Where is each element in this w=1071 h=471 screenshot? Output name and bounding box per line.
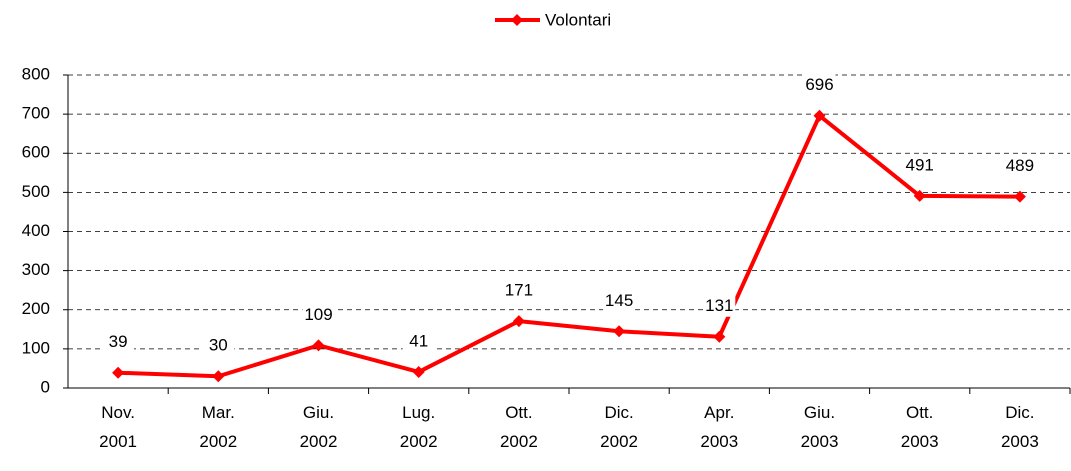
point xyxy=(212,370,225,383)
legend-marker xyxy=(511,14,523,26)
data-label-bg xyxy=(402,329,435,352)
y-tick-label: 400 xyxy=(22,221,50,240)
data-label: 41 xyxy=(409,331,428,350)
data-label-bg xyxy=(102,330,135,353)
point xyxy=(112,366,125,379)
data-label-bg xyxy=(603,289,636,312)
y-tick-label: 700 xyxy=(22,104,50,123)
data-label-bg xyxy=(302,303,335,326)
data-label: 491 xyxy=(906,155,934,174)
data-label: 145 xyxy=(605,291,633,310)
data-label-bg xyxy=(703,294,736,317)
data-label-bg xyxy=(903,153,936,176)
y-tick-label: 0 xyxy=(41,377,50,396)
point xyxy=(1013,190,1026,203)
point xyxy=(412,365,425,378)
y-tick-label: 100 xyxy=(22,338,50,357)
data-label: 39 xyxy=(109,332,128,351)
series-line xyxy=(118,113,1020,379)
legend-label: Volontari xyxy=(545,10,611,29)
data-label: 696 xyxy=(805,75,833,94)
y-tick-label: 600 xyxy=(22,143,50,162)
data-label-bg xyxy=(202,334,235,357)
data-label-bg xyxy=(803,73,836,96)
point xyxy=(312,339,325,352)
data-label-bg xyxy=(502,279,535,302)
x-tick-label: Ott. 2003 xyxy=(900,403,939,451)
y-tick-label: 200 xyxy=(22,299,50,318)
point xyxy=(512,315,525,328)
x-tick-label: Apr. 2003 xyxy=(700,403,739,451)
x-tick-label: Nov. 2001 xyxy=(99,403,137,451)
x-tick-label: Mar. 2002 xyxy=(199,403,238,451)
data-label: 171 xyxy=(505,281,533,300)
data-label: 30 xyxy=(209,336,228,355)
point xyxy=(713,330,726,343)
data-label-bg xyxy=(1003,154,1036,177)
point xyxy=(813,109,826,122)
y-tick-label: 300 xyxy=(22,260,50,279)
data-label: 109 xyxy=(304,305,332,324)
x-tick-label: Lug. 2002 xyxy=(399,403,438,451)
x-tick-label: Ott. 2002 xyxy=(499,403,538,451)
x-tick-label: Dic. 2003 xyxy=(1000,403,1039,451)
data-label: 489 xyxy=(1006,156,1034,175)
x-tick-label: Giu. 2003 xyxy=(800,403,839,451)
y-tick-label: 800 xyxy=(22,64,50,83)
data-label: 131 xyxy=(705,296,733,315)
x-tick-label: Giu. 2002 xyxy=(299,403,338,451)
point xyxy=(613,325,626,338)
point xyxy=(913,189,926,202)
x-tick-label: Dic. 2002 xyxy=(600,403,638,451)
y-tick-label: 500 xyxy=(22,182,50,201)
